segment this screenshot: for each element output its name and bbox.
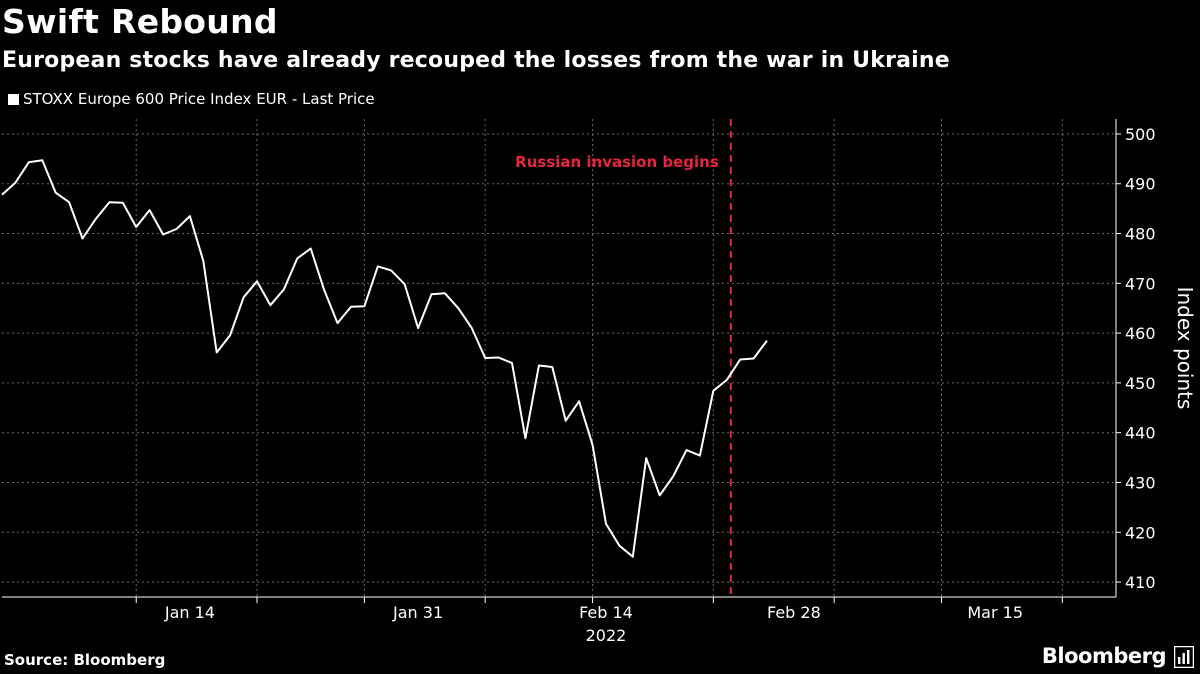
y-tick-label: 450 <box>1125 374 1156 393</box>
chart-title: Swift Rebound <box>2 2 278 41</box>
source-note: Source: Bloomberg <box>4 651 166 669</box>
x-tick-labels: Jan 14 Jan 31 Feb 14 Feb 28 Mar 15 <box>164 603 1023 622</box>
x-tick-label: Feb 28 <box>767 603 821 622</box>
y-tick-label: 440 <box>1125 424 1156 443</box>
series <box>1 159 768 558</box>
y-tick-label: 460 <box>1125 324 1156 343</box>
y-tick-label: 470 <box>1125 274 1156 293</box>
y-tick-label: 480 <box>1125 225 1156 244</box>
legend-swatch <box>8 93 19 105</box>
x-tick-label: Jan 14 <box>164 603 215 622</box>
bloomberg-logo: Bloomberg <box>1041 644 1167 668</box>
y-tick-label: 410 <box>1125 573 1156 592</box>
bloomberg-terminal-icon <box>1174 646 1194 668</box>
y-tick-label: 490 <box>1125 175 1156 194</box>
gridlines <box>2 119 1116 597</box>
y-tick-labels: 410 420 430 440 450 460 470 480 490 500 <box>1125 125 1156 592</box>
legend: STOXX Europe 600 Price Index EUR - Last … <box>8 90 375 108</box>
y-axis-title: Index points <box>1173 287 1197 410</box>
annotation: Russian invasion begins <box>515 119 732 597</box>
x-tick-label: Jan 31 <box>392 603 443 622</box>
chart-subtitle: European stocks have already recouped th… <box>2 48 950 73</box>
y-tick-label: 430 <box>1125 473 1156 492</box>
x-tick-label: Mar 15 <box>967 603 1023 622</box>
x-year-label: 2022 <box>586 626 627 645</box>
series-line-stoxx600 <box>1 159 768 558</box>
axes <box>2 119 1121 603</box>
y-tick-label: 500 <box>1125 125 1156 144</box>
y-tick-label: 420 <box>1125 523 1156 542</box>
legend-label: STOXX Europe 600 Price Index EUR - Last … <box>23 90 375 108</box>
x-tick-label: Feb 14 <box>579 603 633 622</box>
invasion-label: Russian invasion begins <box>515 153 719 171</box>
